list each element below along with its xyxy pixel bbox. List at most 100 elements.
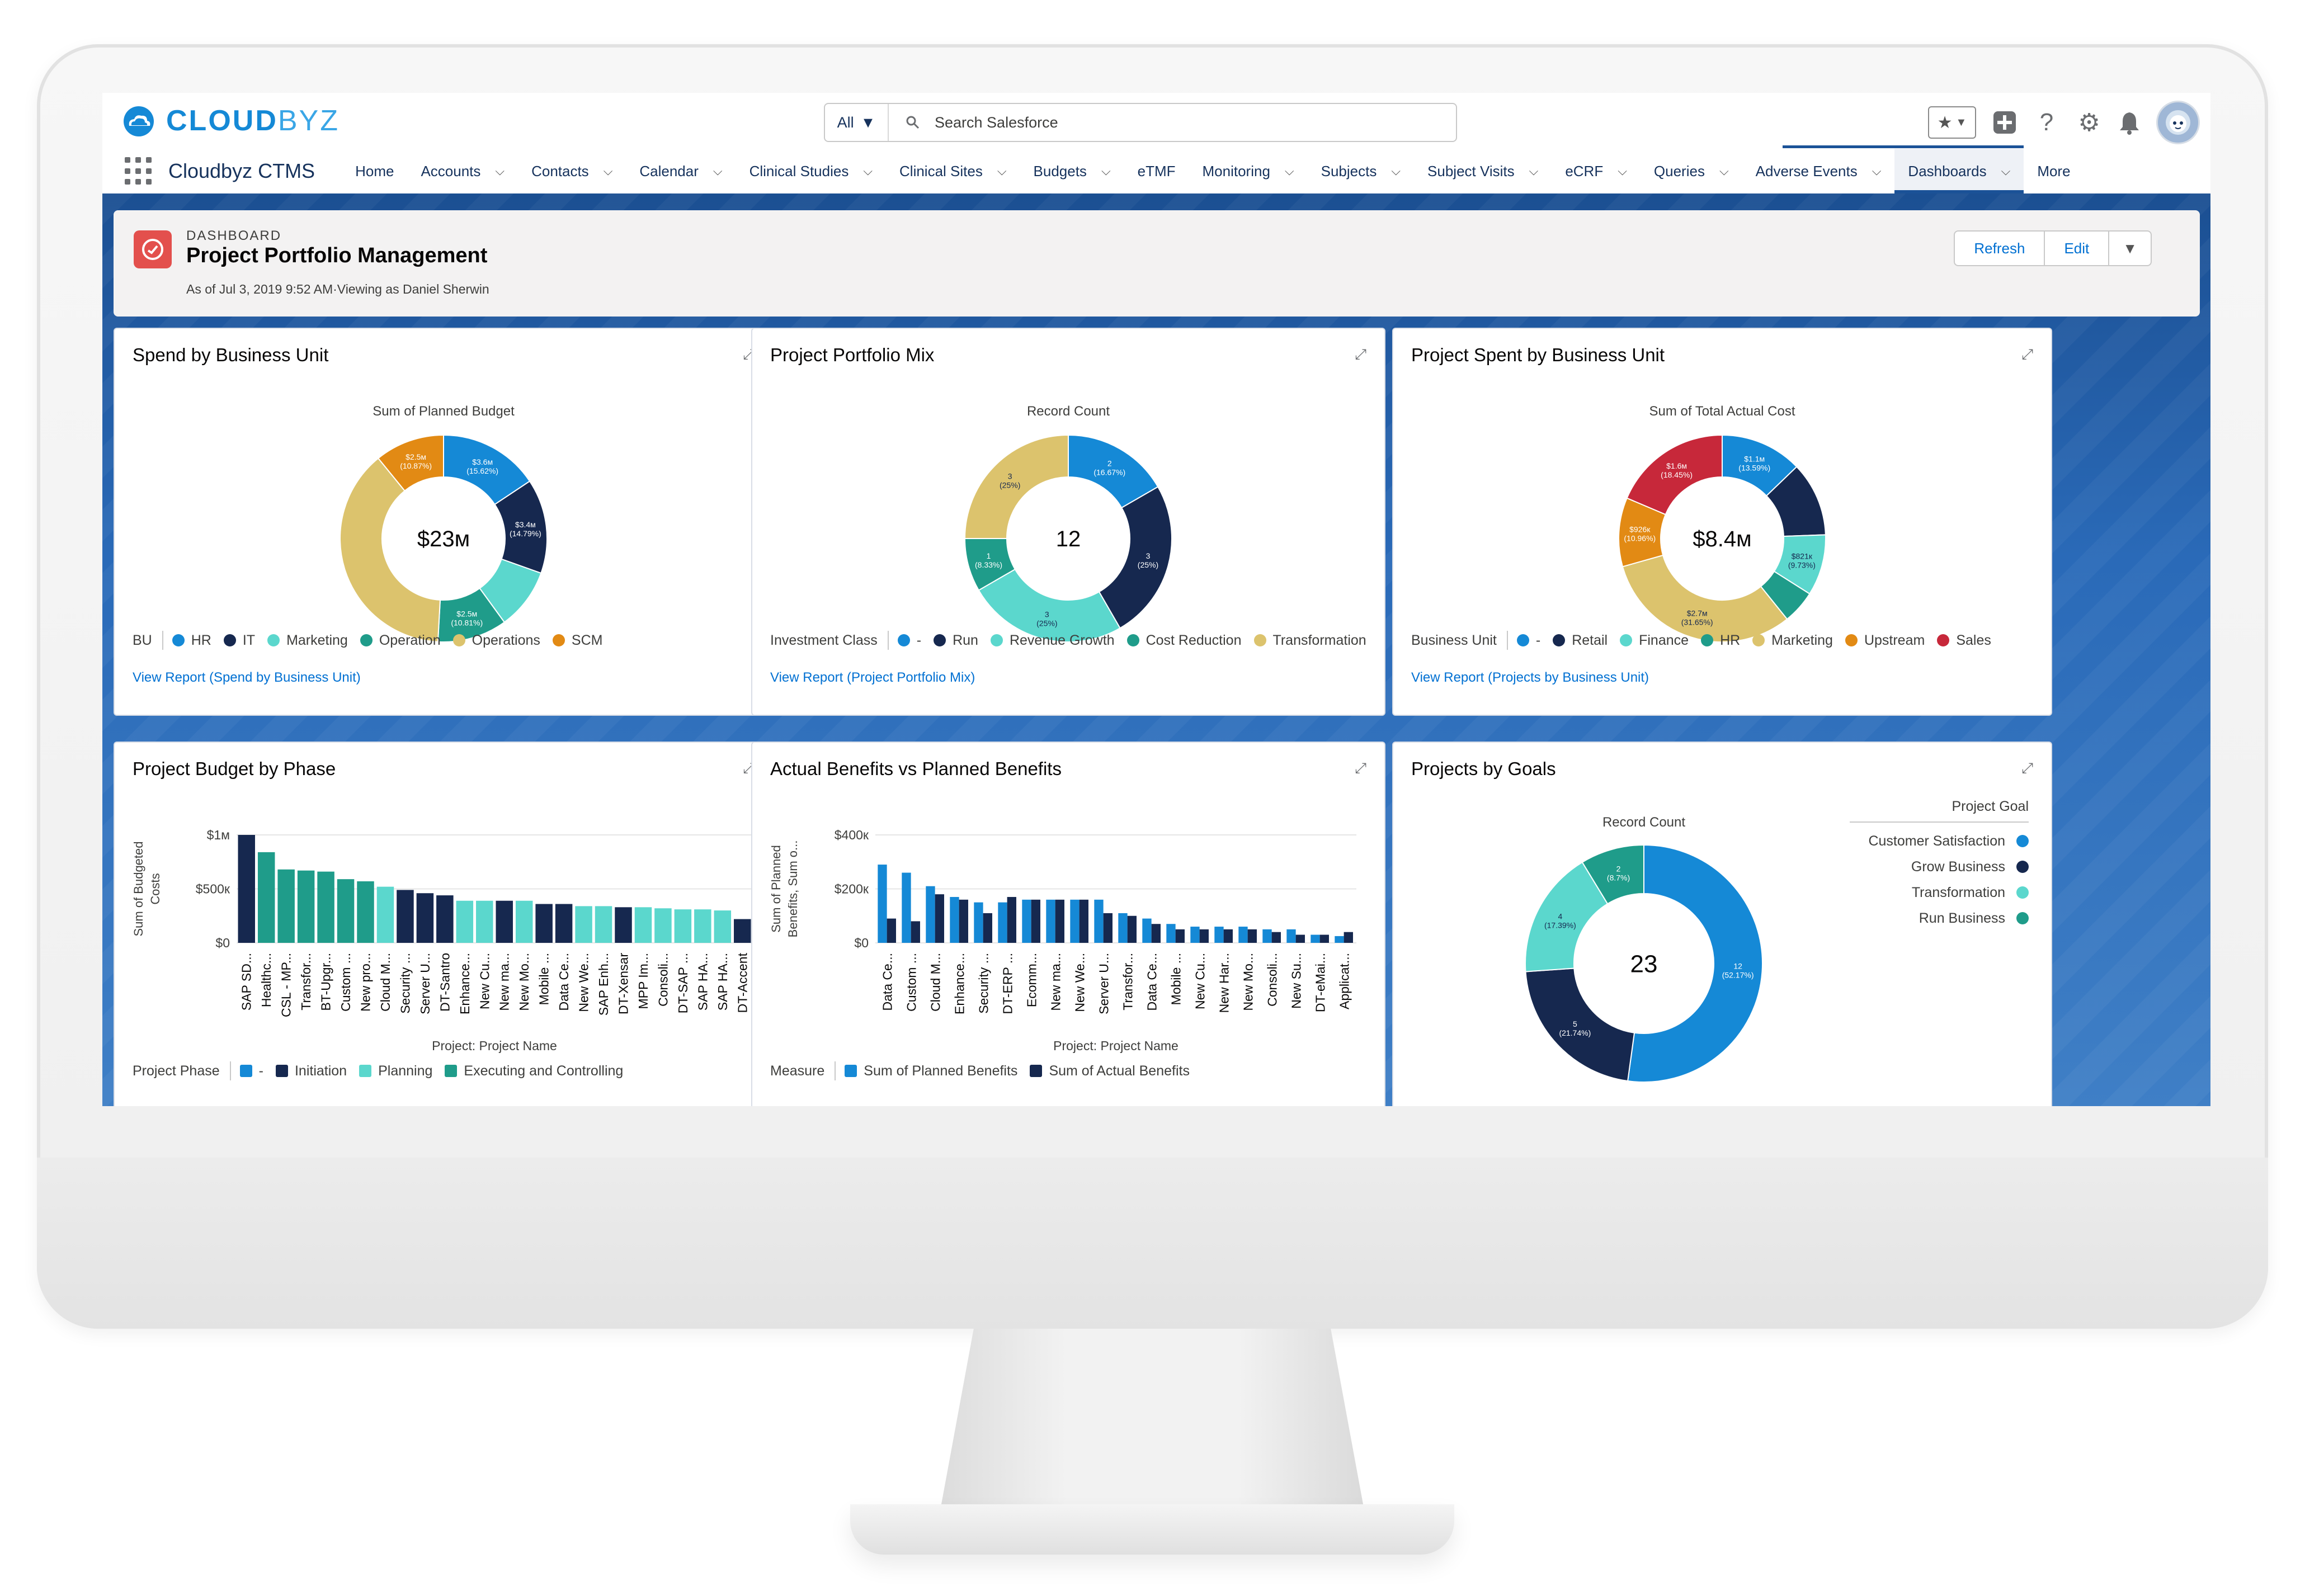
legend-item-sum-of-planned-benefits[interactable]: Sum of Planned Benefits xyxy=(845,1063,1017,1079)
donut-slice-transformation[interactable] xyxy=(964,434,1069,539)
bar[interactable] xyxy=(1199,929,1209,943)
chevron-down-icon[interactable]: ⌵ xyxy=(713,164,723,178)
tab-clinical-sites[interactable]: Clinical Sites ⌵ xyxy=(886,149,1020,193)
expand-icon[interactable]: ⤢ xyxy=(2021,346,2033,362)
bar[interactable] xyxy=(1127,915,1137,943)
donut-slice-run-business[interactable] xyxy=(1581,844,1644,905)
chevron-down-icon[interactable]: ⌵ xyxy=(2001,164,2011,178)
legend-item-customer-satisfaction[interactable]: Customer Satisfaction xyxy=(1850,828,2029,854)
chevron-down-icon[interactable]: ⌵ xyxy=(1391,164,1401,178)
bar[interactable] xyxy=(1175,929,1185,943)
bar[interactable] xyxy=(1335,936,1344,943)
bar[interactable] xyxy=(634,907,652,943)
chevron-down-icon[interactable]: ⌵ xyxy=(1719,164,1729,178)
refresh-button[interactable]: Refresh xyxy=(1955,232,2045,265)
legend-item-run-business[interactable]: Run Business xyxy=(1850,905,2029,931)
bar[interactable] xyxy=(983,913,992,943)
tab-subjects[interactable]: Subjects ⌵ xyxy=(1308,149,1414,193)
legend-item-scm[interactable]: SCM xyxy=(552,632,602,649)
donut-slice-run[interactable] xyxy=(1098,486,1172,629)
view-report-link[interactable]: View Report (Project Portfolio Mix) xyxy=(770,670,975,685)
expand-icon[interactable]: ⤢ xyxy=(2021,759,2033,776)
bar[interactable] xyxy=(1022,899,1031,943)
bar[interactable] xyxy=(1190,927,1200,943)
bar[interactable] xyxy=(1271,932,1281,943)
legend-item-marketing[interactable]: Marketing xyxy=(267,632,348,649)
legend-item-dash[interactable]: - xyxy=(1516,632,1540,649)
bar[interactable] xyxy=(1094,899,1104,943)
chevron-down-icon[interactable]: ⌵ xyxy=(1529,164,1539,178)
expand-icon[interactable]: ⤢ xyxy=(1355,759,1366,776)
cloudbyz-logo[interactable]: CLOUDBYZ xyxy=(119,104,340,138)
donut-slice-operations[interactable] xyxy=(340,457,441,642)
bar[interactable] xyxy=(1031,899,1040,943)
view-report-link[interactable]: View Report (Projects by Business Unit) xyxy=(1411,670,1649,685)
bar[interactable] xyxy=(317,871,334,943)
tab-calendar[interactable]: Calendar ⌵ xyxy=(626,149,736,193)
bar[interactable] xyxy=(887,918,896,943)
legend-item-dash[interactable]: - xyxy=(239,1063,263,1079)
chevron-down-icon[interactable]: ⌵ xyxy=(997,164,1007,178)
legend-item-retail[interactable]: Retail xyxy=(1553,632,1608,649)
tab-subject-visits[interactable]: Subject Visits ⌵ xyxy=(1414,149,1552,193)
tab-more[interactable]: More xyxy=(2024,149,2084,193)
legend-item-dash[interactable]: - xyxy=(897,632,921,649)
bar[interactable] xyxy=(998,902,1007,943)
bar[interactable] xyxy=(714,910,732,943)
bar[interactable] xyxy=(1295,934,1305,943)
search-input[interactable]: Search Salesforce xyxy=(889,104,1456,141)
legend-item-initiation[interactable]: Initiation xyxy=(275,1063,347,1079)
bar[interactable] xyxy=(595,906,612,943)
legend-item-operation[interactable]: Operation xyxy=(360,632,441,649)
tab-ecrf[interactable]: eCRF ⌵ xyxy=(1552,149,1641,193)
bar[interactable] xyxy=(974,902,983,943)
search-scope-select[interactable]: All ▼ xyxy=(825,104,889,141)
legend-item-it[interactable]: IT xyxy=(223,632,255,649)
chevron-down-icon[interactable]: ⌵ xyxy=(1872,164,1882,178)
bar[interactable] xyxy=(416,893,434,943)
more-actions-button[interactable]: ▼ xyxy=(2109,232,2151,265)
user-avatar[interactable] xyxy=(2156,101,2200,144)
expand-icon[interactable]: ⤢ xyxy=(1355,346,1366,362)
favorites-button[interactable]: ★ ▼ xyxy=(1928,106,1976,139)
legend-item-run[interactable]: Run xyxy=(934,632,978,649)
bar[interactable] xyxy=(1070,899,1080,943)
bar[interactable] xyxy=(456,900,474,943)
edit-button[interactable]: Edit xyxy=(2045,232,2110,265)
bar[interactable] xyxy=(1223,929,1233,943)
bar[interactable] xyxy=(1247,929,1257,943)
legend-item-operations[interactable]: Operations xyxy=(452,632,540,649)
legend-item-hr[interactable]: HR xyxy=(1701,632,1740,649)
legend-item-revenue-growth[interactable]: Revenue Growth xyxy=(990,632,1115,649)
bar[interactable] xyxy=(1118,913,1128,943)
donut-slice-customer-satisfaction[interactable] xyxy=(1627,844,1763,1083)
bar[interactable] xyxy=(476,900,493,943)
bar[interactable] xyxy=(674,909,692,943)
legend-item-grow-business[interactable]: Grow Business xyxy=(1850,854,2029,880)
bar[interactable] xyxy=(1055,899,1064,943)
bar[interactable] xyxy=(959,899,968,943)
bar[interactable] xyxy=(1311,934,1320,943)
legend-item-transformation[interactable]: Transformation xyxy=(1850,880,2029,905)
legend-item-upstream[interactable]: Upstream xyxy=(1845,632,1925,649)
bar[interactable] xyxy=(297,870,315,943)
bar[interactable] xyxy=(615,907,632,943)
app-launcher-icon[interactable] xyxy=(125,157,153,185)
bar[interactable] xyxy=(1344,932,1353,943)
bar[interactable] xyxy=(1079,899,1088,943)
bar[interactable] xyxy=(515,900,533,943)
tab-etmf[interactable]: eTMF xyxy=(1124,149,1189,193)
legend-item-hr[interactable]: HR xyxy=(172,632,211,649)
bar[interactable] xyxy=(357,881,374,943)
bar[interactable] xyxy=(397,890,414,943)
legend-item-transformation[interactable]: Transformation xyxy=(1253,632,1366,649)
tab-home[interactable]: Home xyxy=(342,149,407,193)
donut-slice-grow-business[interactable] xyxy=(1525,967,1635,1082)
donut-slice-sales[interactable] xyxy=(1626,434,1723,516)
bar[interactable] xyxy=(878,865,887,943)
bar[interactable] xyxy=(1007,896,1016,943)
bar[interactable] xyxy=(257,852,275,943)
bar[interactable] xyxy=(734,919,751,943)
tab-budgets[interactable]: Budgets ⌵ xyxy=(1020,149,1124,193)
donut-slice-scm[interactable] xyxy=(377,434,444,492)
